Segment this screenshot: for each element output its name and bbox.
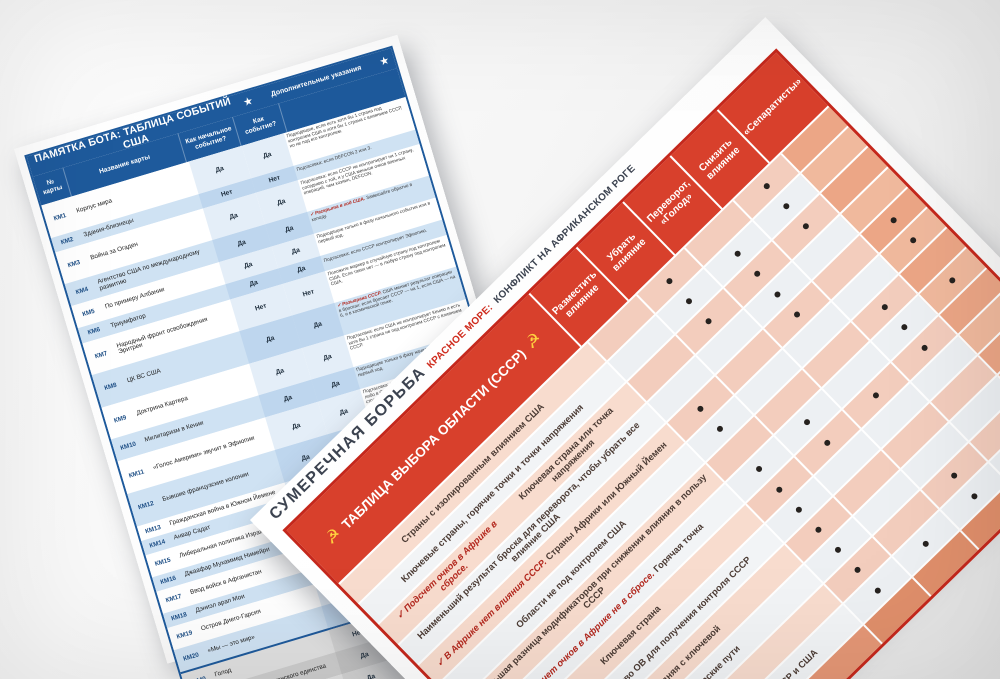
dot-marker (794, 505, 803, 514)
dot-marker (921, 538, 930, 548)
dot-marker (685, 296, 694, 306)
dot-marker (803, 417, 812, 427)
dot-marker (762, 182, 771, 191)
dot-marker (704, 317, 714, 326)
dot-marker (873, 586, 882, 595)
dot-marker (909, 235, 918, 245)
star-icon: ★ (241, 93, 255, 110)
dot-marker (880, 303, 889, 312)
dot-marker (948, 276, 957, 285)
dot-marker (950, 471, 959, 481)
dot-marker (772, 290, 782, 299)
dot-marker (801, 222, 811, 232)
dot-marker (919, 343, 929, 353)
dot-marker (754, 465, 764, 474)
dot-marker (792, 310, 802, 319)
dot-marker (695, 404, 705, 414)
dot-marker (774, 485, 784, 494)
dot-marker (969, 491, 979, 501)
hammer-and-sickle-icon: ☭ (520, 328, 546, 354)
star-icon: ★ (377, 53, 391, 69)
dot-marker (814, 525, 823, 535)
dot-marker (900, 323, 909, 332)
dot-marker (715, 424, 725, 434)
hammer-and-sickle-icon: ☭ (320, 523, 346, 549)
dot-marker (823, 438, 832, 447)
dot-marker (781, 202, 791, 211)
dot-marker (753, 269, 762, 279)
dot-marker (853, 565, 862, 575)
dot-marker (665, 276, 675, 286)
dot-marker (871, 390, 880, 400)
dot-marker (733, 249, 743, 259)
dot-marker (889, 215, 898, 225)
dot-marker (833, 545, 843, 555)
